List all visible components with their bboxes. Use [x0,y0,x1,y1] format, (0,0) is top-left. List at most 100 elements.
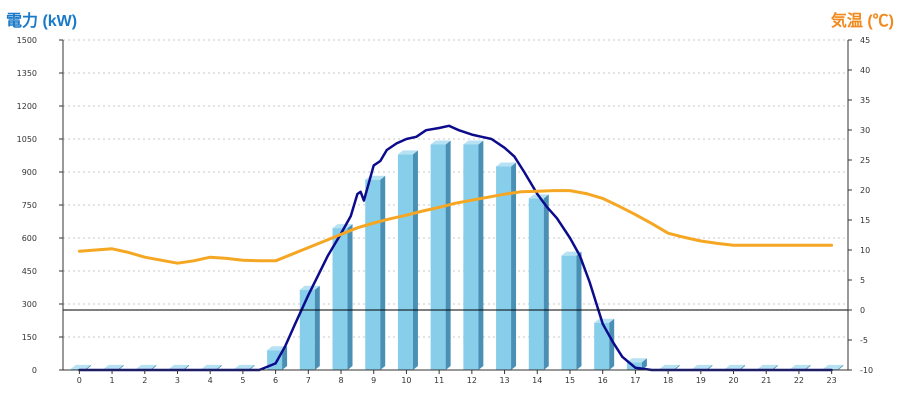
x-tick-label: 21 [761,376,771,385]
bar [594,322,610,370]
y-right-tick-label: 25 [860,156,870,165]
x-tick-label: 5 [240,376,245,385]
bar [496,166,512,370]
bar [430,144,446,370]
x-tick-label: 1 [110,376,115,385]
y-right-tick-label: 40 [860,66,870,75]
bar-side [249,364,255,370]
bar-top [299,285,320,290]
x-tick-label: 2 [142,376,147,385]
bar-side [118,364,124,370]
x-tick-label: 17 [630,376,640,385]
x-tick-label: 14 [532,376,542,385]
temperature-line [77,189,834,265]
bar-side [282,346,288,370]
x-tick-label: 13 [499,376,509,385]
axes-layer: 01503004506007509001050120013501500-10-5… [17,36,873,385]
bar [528,198,544,370]
y-left-tick-label: 600 [22,234,37,243]
y-right-tick-label: 35 [860,96,870,105]
bar-top [659,364,680,369]
bar-top [103,364,124,369]
bar-top [332,224,353,229]
y-left-tick-label: 150 [22,333,37,342]
bar-side [511,162,517,370]
x-tick-label: 6 [273,376,278,385]
bar [561,255,577,370]
bar-side [347,224,353,370]
bar [397,154,413,370]
bar-side [641,358,647,370]
y-right-tick-label: 0 [860,306,865,315]
x-tick-label: 19 [696,376,706,385]
x-tick-label: 9 [371,376,376,385]
bar-side [151,364,157,370]
x-tick-label: 23 [827,376,837,385]
bar-top [823,364,844,369]
bar-top [561,251,582,256]
x-tick-label: 22 [794,376,804,385]
bar-side [707,364,713,370]
bar-top [594,318,615,323]
bars-layer [70,140,844,370]
x-tick-label: 11 [434,376,444,385]
x-tick-label: 0 [77,376,82,385]
y-right-tick-label: 5 [860,276,865,285]
bar-side [478,140,484,370]
bar-top [463,140,484,145]
y-left-tick-label: 0 [32,366,37,375]
x-tick-label: 18 [663,376,673,385]
x-tick-label: 12 [467,376,477,385]
bar-side [412,150,418,370]
bar-top [496,162,517,167]
bar [332,228,348,370]
x-tick-label: 20 [728,376,738,385]
x-tick-label: 4 [208,376,213,385]
bar [463,144,479,370]
bar-side [674,364,680,370]
bar-side [772,364,778,370]
y-right-tick-label: 20 [860,186,870,195]
power-line [78,124,833,372]
y-left-tick-label: 1200 [17,102,37,111]
bar-top [790,364,811,369]
bar-side [805,364,811,370]
y-right-tick-label: 15 [860,216,870,225]
bar-top [430,140,451,145]
y-right-tick-label: 45 [860,36,870,45]
bar-side [543,194,549,370]
bar-top [136,364,157,369]
bar-side [740,364,746,370]
x-tick-label: 7 [306,376,311,385]
bar-top [397,150,418,155]
grid-layer [63,39,848,338]
y-right-tick-label: -5 [860,336,868,345]
y-left-tick-label: 300 [22,300,37,309]
y-left-tick-label: 1050 [17,135,37,144]
bar-side [609,318,615,370]
bar-top [70,364,91,369]
y-right-tick-label: 30 [860,126,870,135]
y-right-tick-label: -10 [860,366,873,375]
bar-top [168,364,189,369]
bar-side [183,364,189,370]
bar-top [692,364,713,369]
bar [365,179,381,370]
x-tick-label: 15 [565,376,575,385]
bar-side [216,364,222,370]
x-tick-label: 8 [338,376,343,385]
bar [299,289,315,370]
bar-top [626,358,647,363]
y-right-tick-label: 10 [860,246,870,255]
x-tick-label: 3 [175,376,180,385]
x-tick-label: 10 [401,376,411,385]
y-left-tick-label: 1350 [17,69,37,78]
bar-side [85,364,91,370]
bar-top [201,364,222,369]
bar-side [314,285,320,370]
bar-top [757,364,778,369]
bar-top [234,364,255,369]
bar-side [576,251,582,370]
bar-side [380,175,386,370]
